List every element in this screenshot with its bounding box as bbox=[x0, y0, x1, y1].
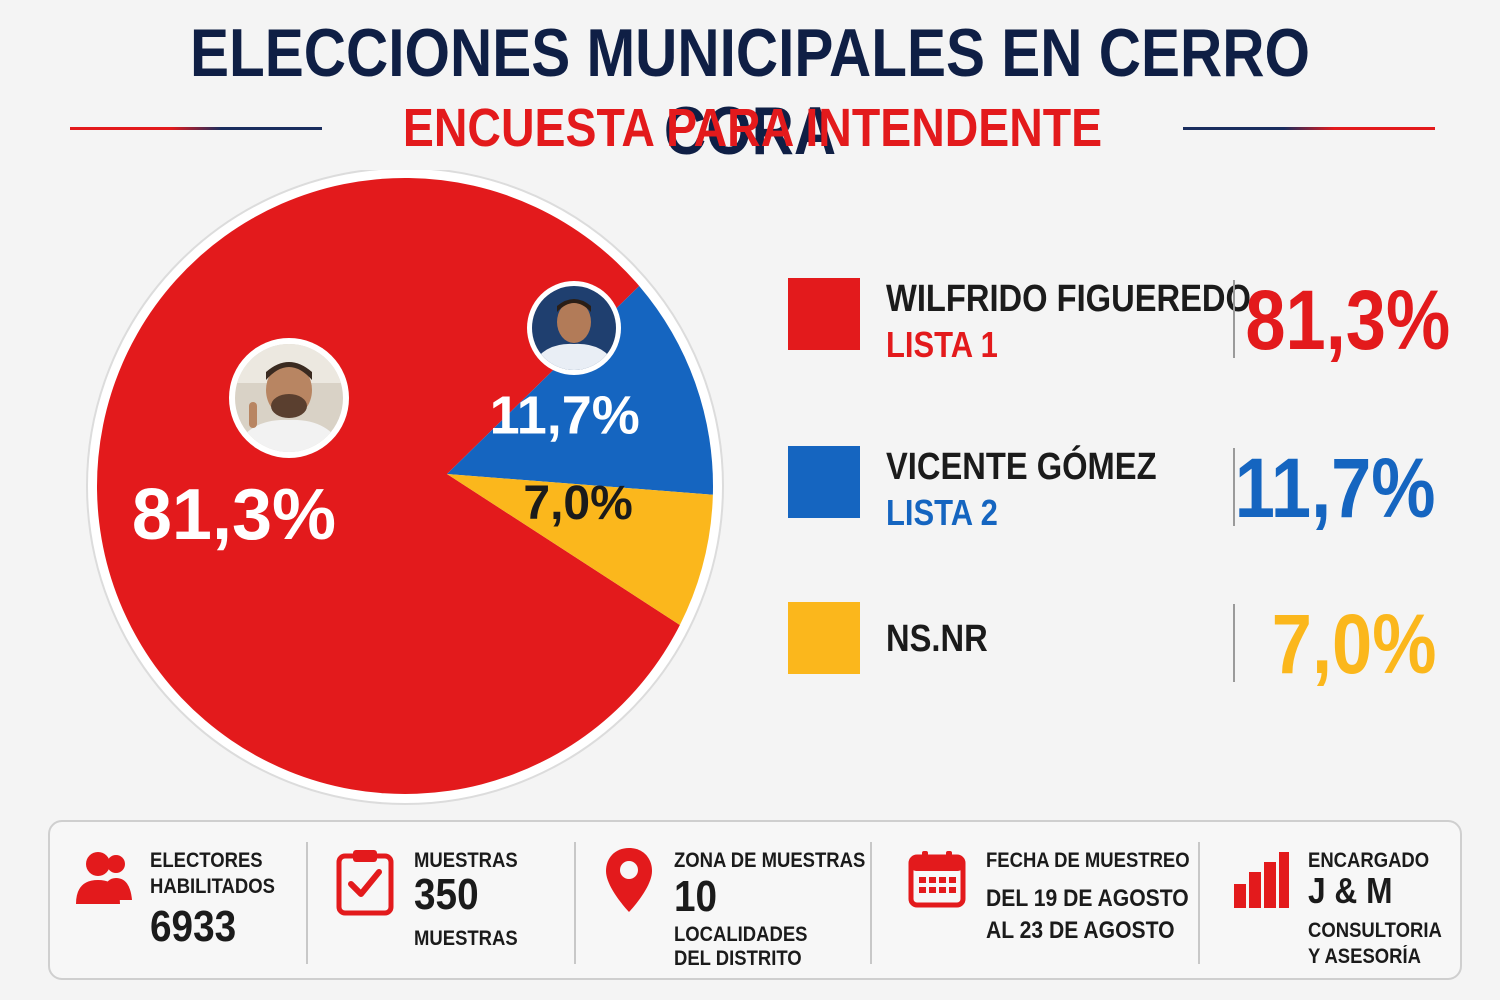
info-divider bbox=[870, 842, 872, 964]
electores-label: ELECTORES bbox=[150, 849, 263, 872]
fecha-label: FECHA DE MUESTREO bbox=[986, 849, 1190, 872]
legend-value: 7,0% bbox=[1271, 597, 1436, 691]
legend-divider bbox=[1233, 604, 1235, 682]
legend-swatch-yellow bbox=[788, 602, 860, 674]
calendar-icon bbox=[908, 851, 966, 908]
candidate-photo-figueredo bbox=[229, 338, 349, 458]
muestras-sublabel: MUESTRAS bbox=[414, 927, 518, 950]
electores-label-2: HABILITADOS bbox=[150, 875, 275, 898]
muestras-label: MUESTRAS bbox=[414, 849, 518, 872]
legend-value: 81,3% bbox=[1245, 273, 1450, 367]
legend-list: LISTA 1 bbox=[886, 324, 998, 365]
encargado-label: ENCARGADO bbox=[1308, 849, 1430, 872]
info-divider bbox=[1198, 842, 1200, 964]
legend-item-nsnr: NS.NR 7,0% bbox=[788, 597, 1468, 692]
zona-value: 10 bbox=[674, 872, 718, 921]
legend-item-figueredo: WILFRIDO FIGUEREDO LISTA 1 81,3% bbox=[788, 273, 1468, 368]
subtitle-row: ENCUESTA PARA INTENDENTE bbox=[70, 96, 1436, 160]
people-icon bbox=[76, 852, 132, 904]
muestras-value: 350 bbox=[414, 870, 479, 919]
divider-line bbox=[1183, 126, 1436, 130]
fecha-line2: AL 23 DE AGOSTO bbox=[986, 917, 1175, 944]
legend-value: 11,7% bbox=[1235, 441, 1436, 535]
legend-name: WILFRIDO FIGUEREDO bbox=[886, 278, 1251, 320]
legend-list: LISTA 2 bbox=[886, 492, 998, 533]
divider-line bbox=[70, 126, 322, 130]
zona-sub1: LOCALIDADES bbox=[674, 923, 808, 946]
pie-chart: 81,3% 11,7% 7,0% bbox=[86, 170, 724, 805]
legend-divider bbox=[1233, 448, 1235, 526]
pie-label-gomez: 11,7% bbox=[490, 386, 640, 446]
legend-name: NS.NR bbox=[886, 618, 988, 660]
fecha-line1: DEL 19 DE AGOSTO bbox=[986, 885, 1189, 912]
page-subtitle: ENCUESTA PARA INTENDENTE bbox=[402, 98, 1103, 158]
bar-chart-icon bbox=[1234, 852, 1289, 908]
legend-divider bbox=[1233, 280, 1235, 358]
electores-value: 6933 bbox=[150, 902, 237, 951]
encargado-sub2: Y ASESORÍA bbox=[1308, 945, 1421, 968]
map-pin-icon bbox=[606, 848, 652, 912]
zona-label: ZONA DE MUESTRAS bbox=[674, 849, 866, 872]
pie-slice-gomez bbox=[447, 285, 713, 495]
page-title: ELECCIONES MUNICIPALES EN CERRO CORA bbox=[190, 15, 1310, 169]
info-divider bbox=[574, 842, 576, 964]
legend-item-gomez: VICENTE GÓMEZ LISTA 2 11,7% bbox=[788, 441, 1468, 536]
legend-name: VICENTE GÓMEZ bbox=[886, 446, 1157, 488]
legend-swatch-blue bbox=[788, 446, 860, 518]
pie-label-figueredo: 81,3% bbox=[132, 475, 336, 555]
encargado-sub1: CONSULTORIA bbox=[1308, 919, 1442, 942]
candidate-photo-gomez bbox=[527, 281, 621, 375]
zona-sub2: DEL DISTRITO bbox=[674, 947, 802, 970]
encargado-value: J & M bbox=[1308, 870, 1393, 911]
clipboard-check-icon bbox=[336, 850, 394, 916]
pie-label-nsnr: 7,0% bbox=[523, 477, 632, 530]
info-divider bbox=[306, 842, 308, 964]
legend-swatch-red bbox=[788, 278, 860, 350]
info-bar: ELECTORES HABILITADOS 6933 MUESTRAS 350 … bbox=[48, 820, 1462, 980]
pie-slice-nsnr bbox=[447, 474, 713, 625]
